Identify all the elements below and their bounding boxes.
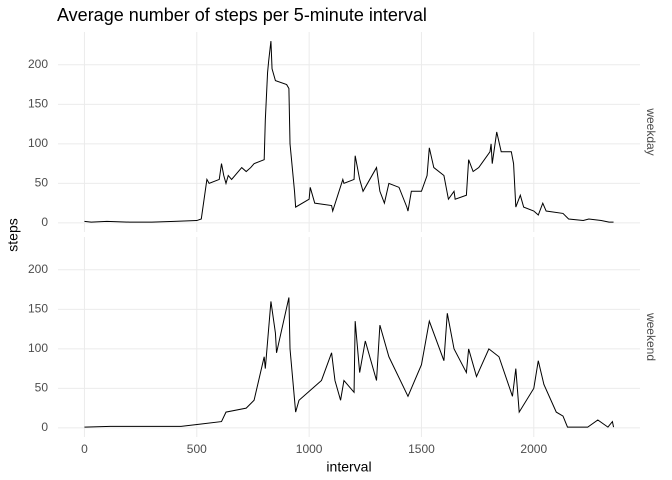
- y-tick-label: 200: [28, 57, 48, 71]
- y-tick-label: 150: [28, 302, 48, 316]
- y-tick-label: 0: [41, 215, 48, 229]
- y-tick-label: 150: [28, 97, 48, 111]
- x-tick-label: 2000: [520, 442, 547, 456]
- y-tick-label: 50: [35, 381, 49, 395]
- facet-label: weekday: [644, 107, 658, 155]
- y-tick-label: 50: [35, 176, 49, 190]
- chart-title: Average number of steps per 5-minute int…: [57, 5, 427, 25]
- y-tick-label: 200: [28, 262, 48, 276]
- y-axis-label: steps: [5, 218, 21, 251]
- data-line: [84, 41, 614, 223]
- x-axis-label: interval: [326, 459, 371, 475]
- x-tick-label: 0: [81, 442, 88, 456]
- y-tick-label: 100: [28, 136, 48, 150]
- facet-label: weekend: [644, 312, 658, 361]
- data-line: [84, 297, 615, 428]
- x-tick-label: 1000: [296, 442, 323, 456]
- x-tick-label: 500: [187, 442, 207, 456]
- x-tick-label: 1500: [408, 442, 435, 456]
- y-tick-label: 0: [41, 420, 48, 434]
- y-tick-label: 100: [28, 341, 48, 355]
